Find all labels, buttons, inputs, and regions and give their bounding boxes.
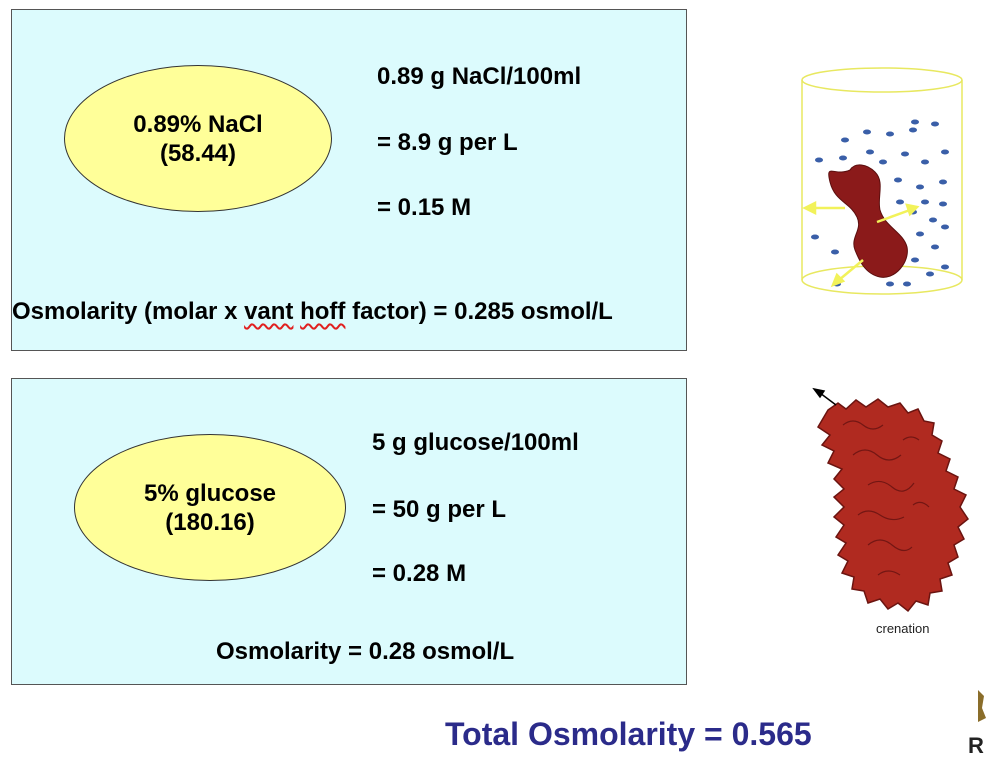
glucose-ellipse: 5% glucose (180.16) <box>74 434 346 581</box>
corner-logo-letter: R <box>968 733 984 758</box>
glucose-calc-molarity: = 0.28 M <box>372 560 467 587</box>
crenation-arrow <box>812 387 837 406</box>
nacl-osm-suffix: factor) = 0.285 osmol/L <box>345 298 613 325</box>
nacl-calc-molarity: = 0.15 M <box>377 194 472 221</box>
glucose-ellipse-concentration: 5% glucose <box>143 479 277 507</box>
nacl-ellipse-molar-mass: (58.44) <box>159 139 237 167</box>
osmosis-arrows <box>802 200 920 288</box>
nacl-calc-mass: 0.89 g NaCl/100ml <box>377 63 582 90</box>
glucose-panel: 5% glucose (180.16) 5 g glucose/100ml = … <box>11 378 687 685</box>
nacl-osm-vant: vant <box>244 298 294 325</box>
nacl-ellipse-concentration: 0.89% NaCl <box>133 110 263 138</box>
crenated-cell-illustration <box>812 387 970 613</box>
nacl-panel: 0.89% NaCl (58.44) 0.89 g NaCl/100ml = 8… <box>11 9 687 351</box>
crenation-label: crenation <box>876 621 930 636</box>
nacl-osm-prefix: Osmolarity (molar x <box>12 298 245 325</box>
red-blood-cell-shape <box>828 164 908 278</box>
glucose-ellipse-molar-mass: (180.16) <box>165 508 255 536</box>
nacl-ellipse: 0.89% NaCl (58.44) <box>64 65 332 212</box>
nacl-calc-per-liter: = 8.9 g per L <box>377 129 518 156</box>
crenation-texture <box>842 420 930 576</box>
glucose-calc-per-liter: = 50 g per L <box>372 496 507 523</box>
total-osmolarity: Total Osmolarity = 0.565 <box>445 716 812 752</box>
glucose-calc-mass: 5 g glucose/100ml <box>372 429 579 456</box>
beaker-illustration <box>801 67 963 295</box>
glucose-osmolarity: Osmolarity = 0.28 osmol/L <box>216 638 515 665</box>
logo-mark-icon <box>978 690 986 722</box>
nacl-osm-hoff: hoff <box>300 298 346 325</box>
nacl-osmolarity: Osmolarity (molar x vant hoff factor) = … <box>12 298 613 326</box>
crenated-cell-shape <box>816 398 970 613</box>
